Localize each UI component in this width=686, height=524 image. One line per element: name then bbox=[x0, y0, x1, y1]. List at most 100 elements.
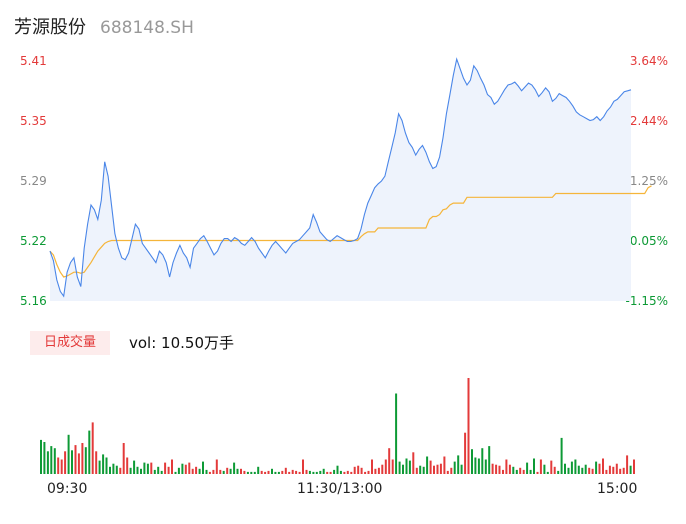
volume-bar bbox=[57, 457, 60, 474]
pct-tick-3: 1.25% bbox=[629, 174, 668, 188]
volume-bar bbox=[629, 465, 632, 474]
volume-bar bbox=[598, 463, 601, 474]
volume-bar bbox=[374, 468, 377, 474]
volume-bar bbox=[415, 467, 418, 474]
volume-bar bbox=[74, 445, 77, 474]
stock-name: 芳源股份 bbox=[14, 17, 86, 38]
volume-bar bbox=[512, 466, 515, 474]
price-tick-4: 5.22 bbox=[20, 234, 47, 248]
volume-bar bbox=[502, 469, 504, 474]
volume-bar bbox=[305, 469, 308, 474]
volume-bar bbox=[315, 471, 318, 474]
volume-bar bbox=[426, 456, 429, 474]
volume-bar bbox=[405, 458, 408, 474]
average-price-line bbox=[49, 185, 652, 278]
volume-bar bbox=[312, 471, 315, 474]
volume-bar bbox=[436, 464, 439, 474]
price-area-fill bbox=[50, 59, 631, 301]
volume-bar bbox=[570, 461, 573, 474]
volume-bar bbox=[260, 470, 263, 474]
volume-bar bbox=[484, 459, 487, 474]
volume-bar bbox=[229, 468, 232, 474]
volume-bar bbox=[395, 393, 398, 474]
volume-bar bbox=[205, 469, 208, 474]
daily-volume-button[interactable]: 日成交量 bbox=[30, 331, 110, 355]
volume-bar bbox=[233, 462, 236, 474]
volume-bar bbox=[215, 459, 218, 474]
volume-bar bbox=[53, 448, 56, 474]
volume-bar bbox=[71, 450, 73, 474]
volume-bar bbox=[164, 462, 167, 474]
volume-bar bbox=[95, 451, 98, 474]
volume-bar bbox=[498, 465, 501, 474]
stock-title: 芳源股份 688148.SH bbox=[14, 13, 194, 39]
volume-bar bbox=[460, 464, 463, 474]
volume-bar bbox=[450, 467, 453, 474]
time-tick-open: 09:30 bbox=[47, 481, 88, 497]
volume-bar bbox=[326, 471, 329, 474]
volume-bar bbox=[277, 471, 280, 474]
volume-bar bbox=[67, 434, 70, 474]
volume-bar bbox=[153, 469, 156, 474]
price-chart bbox=[49, 57, 652, 301]
volume-bar bbox=[50, 446, 53, 474]
volume-bar bbox=[98, 460, 101, 474]
volume-bar bbox=[546, 471, 549, 474]
volume-bar bbox=[77, 453, 80, 474]
volume-bar bbox=[619, 468, 622, 474]
volume-bar bbox=[433, 465, 435, 474]
volume-bar bbox=[574, 459, 577, 474]
volume-bar bbox=[402, 464, 404, 474]
volume-bar bbox=[333, 469, 336, 474]
volume-bar bbox=[591, 468, 594, 474]
volume-bar bbox=[109, 466, 111, 474]
volume-bar bbox=[112, 463, 115, 474]
volume-bar bbox=[474, 457, 477, 474]
volume-bar bbox=[84, 447, 87, 474]
volume-bar bbox=[515, 469, 518, 474]
volume-bar bbox=[88, 430, 91, 474]
volume-bar bbox=[271, 468, 273, 474]
volume-bar bbox=[284, 467, 287, 474]
volume-bar bbox=[429, 460, 432, 474]
volume-bar bbox=[453, 461, 456, 474]
volume-bar bbox=[353, 466, 356, 474]
volume-chart bbox=[40, 378, 635, 474]
volume-bar bbox=[140, 468, 142, 474]
volume-bar bbox=[184, 464, 187, 474]
price-tick-5: 5.16 bbox=[20, 294, 47, 308]
volume-bar bbox=[384, 459, 387, 474]
volume-bar bbox=[243, 470, 246, 474]
price-tick-1: 5.41 bbox=[20, 54, 47, 68]
volume-bar bbox=[567, 467, 570, 474]
volume-bar bbox=[364, 471, 367, 474]
volume-bar bbox=[608, 465, 611, 474]
volume-bar bbox=[157, 466, 160, 474]
volume-bar bbox=[491, 463, 494, 474]
volume-bar bbox=[129, 467, 132, 474]
volume-bar bbox=[240, 468, 242, 474]
volume-bar bbox=[219, 469, 222, 474]
volume-bar bbox=[339, 470, 342, 474]
volume-bar bbox=[471, 449, 473, 474]
volume-bar bbox=[412, 452, 415, 474]
volume-bar bbox=[595, 461, 598, 474]
volume-bar bbox=[367, 470, 370, 474]
volume-bar bbox=[633, 459, 635, 474]
volume-bar bbox=[388, 448, 391, 474]
volume-bar bbox=[146, 463, 149, 474]
volume-bar bbox=[443, 456, 446, 474]
volume-bar bbox=[398, 461, 401, 474]
stock-code: 688148.SH bbox=[100, 18, 194, 38]
volume-bar bbox=[329, 471, 332, 474]
volume-bar bbox=[495, 464, 498, 474]
volume-bar bbox=[81, 443, 84, 474]
volume-bar bbox=[350, 471, 353, 474]
volume-bar bbox=[115, 465, 118, 474]
volume-bar bbox=[536, 471, 539, 474]
volume-bar bbox=[236, 468, 239, 474]
volume-bar bbox=[288, 471, 291, 474]
volume-bar bbox=[105, 457, 108, 474]
volume-bar bbox=[60, 459, 63, 474]
volume-bar bbox=[274, 471, 277, 474]
